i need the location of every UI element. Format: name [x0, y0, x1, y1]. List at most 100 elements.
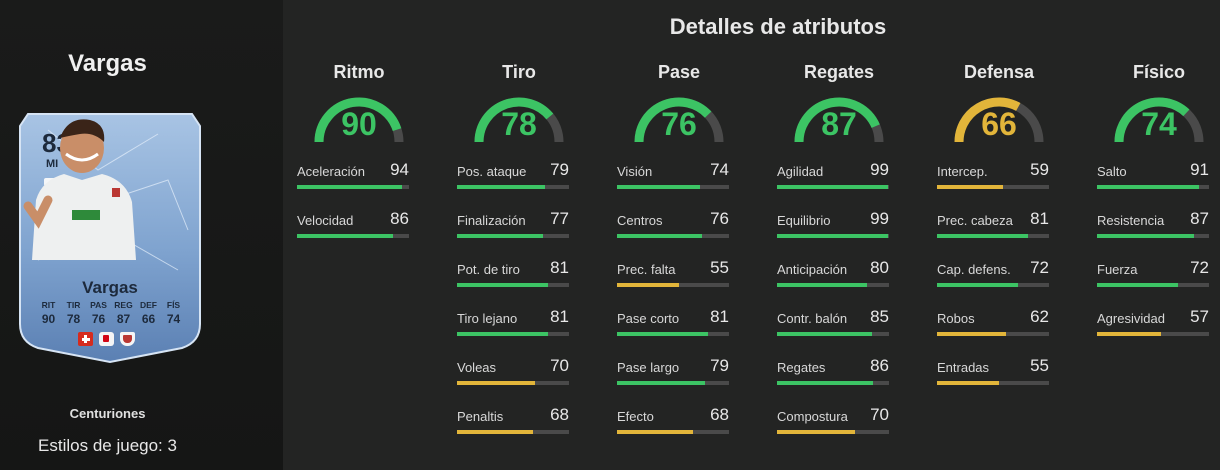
category-value: 78: [501, 106, 537, 142]
stat-bar: [457, 185, 569, 189]
attributes-title: Detalles de atributos: [669, 14, 887, 39]
stat-bar: [937, 381, 1049, 385]
stat-name: Pos. ataque: [457, 164, 527, 179]
player-name: Vargas: [68, 50, 147, 77]
stat-bar-fill: [937, 234, 1028, 238]
stat-row[interactable]: Penaltis 68: [457, 399, 569, 448]
category-gauge: 66: [949, 92, 1049, 148]
gauge-arc-icon: [954, 97, 1044, 143]
category-tiro: Tiro 78 Pos. ataque 79 Finalización 77 Pot. de…: [457, 62, 581, 448]
stat-name: Visión: [617, 164, 653, 179]
stat-bar-fill: [617, 283, 679, 287]
stat-row[interactable]: Aceleración 94: [297, 154, 409, 203]
stat-row[interactable]: Intercep. 59: [937, 154, 1049, 203]
stat-row[interactable]: Cap. defens. 72: [937, 252, 1049, 301]
stat-bar: [297, 234, 409, 238]
stat-bar-fill: [617, 430, 694, 434]
stat-row[interactable]: Centros 76: [617, 203, 729, 252]
stat-value: 55: [710, 258, 729, 277]
stat-row[interactable]: Resistencia 87: [1097, 203, 1209, 252]
category-name: Físico: [1132, 62, 1185, 82]
stat-value: 72: [1030, 258, 1049, 277]
stat-name: Regates: [777, 360, 826, 375]
stat-name: Intercep.: [937, 164, 988, 179]
stat-bar-fill: [457, 283, 548, 287]
stat-row[interactable]: Visión 74: [617, 154, 729, 203]
category-value: 74: [1141, 106, 1177, 142]
stat-bar: [457, 283, 569, 287]
stat-bar-fill: [617, 234, 703, 238]
category-name: Tiro: [502, 62, 536, 82]
stat-list: Agilidad 99 Equilibrio 99 Anticipación 80 Cont…: [777, 154, 901, 448]
category-defensa: Defensa 66 Intercep. 59 Prec. cabeza 81 Cap. d…: [937, 62, 1061, 399]
stat-name: Salto: [1097, 164, 1127, 179]
stat-bar: [1097, 185, 1209, 189]
stat-value: 86: [870, 356, 889, 375]
player-card[interactable]: 83 MI Vargas RIT 90 TIR 78 PAS 76 REG 87 DEF…: [18, 110, 202, 364]
stat-row[interactable]: Agresividad 57: [1097, 301, 1209, 350]
stat-bar-fill: [457, 381, 536, 385]
stat-row[interactable]: Agilidad 99: [777, 154, 889, 203]
stat-bar: [457, 332, 569, 336]
stat-name: Pot. de tiro: [457, 262, 520, 277]
stat-row[interactable]: Contr. balón 85: [777, 301, 889, 350]
card-stat-reg: REG 87: [114, 300, 133, 326]
stat-bar-fill: [617, 332, 708, 336]
stat-value: 99: [870, 209, 889, 228]
stat-row[interactable]: Equilibrio 99: [777, 203, 889, 252]
stat-bar-fill: [297, 234, 394, 238]
stat-row[interactable]: Regates 86: [777, 350, 889, 399]
stat-bar: [937, 332, 1049, 336]
stat-row[interactable]: Pot. de tiro 81: [457, 252, 569, 301]
stat-bar-fill: [937, 381, 999, 385]
stat-name: Centros: [617, 213, 663, 228]
stat-value: 70: [870, 405, 889, 424]
stat-row[interactable]: Robos 62: [937, 301, 1049, 350]
stat-row[interactable]: Prec. falta 55: [617, 252, 729, 301]
stat-row[interactable]: Entradas 55: [937, 350, 1049, 399]
category-fisico: Físico 74 Salto 91 Resistencia 87 Fuerza 72 Agre…: [1097, 62, 1220, 350]
stat-row[interactable]: Prec. cabeza 81: [937, 203, 1049, 252]
stat-row[interactable]: Anticipación 80: [777, 252, 889, 301]
stat-value: 85: [870, 307, 889, 326]
stat-bar-fill: [937, 185, 1004, 189]
stat-value: 79: [710, 356, 729, 375]
stat-row[interactable]: Compostura 70: [777, 399, 889, 448]
club-crest-icon: [120, 332, 135, 346]
stat-row[interactable]: Voleas 70: [457, 350, 569, 399]
stat-name: Contr. balón: [777, 311, 848, 326]
stat-row[interactable]: Velocidad 86: [297, 203, 409, 252]
category-name: Ritmo: [333, 62, 385, 82]
stat-name: Tiro lejano: [457, 311, 518, 326]
stat-name: Agilidad: [777, 164, 824, 179]
category-gauge: 90: [309, 92, 409, 148]
card-stat-rit: RIT 90: [41, 300, 56, 326]
stat-bar: [937, 234, 1049, 238]
stat-bar-fill: [777, 283, 867, 287]
playstyles-count[interactable]: Estilos de juego: 3: [38, 436, 177, 455]
stat-name: Aceleración: [297, 164, 365, 179]
stat-bar: [777, 283, 889, 287]
stat-name: Prec. falta: [617, 262, 676, 277]
stat-row[interactable]: Salto 91: [1097, 154, 1209, 203]
stat-bar-fill: [1097, 283, 1178, 287]
stat-value: 81: [710, 307, 729, 326]
stat-row[interactable]: Tiro lejano 81: [457, 301, 569, 350]
stat-row[interactable]: Pase largo 79: [617, 350, 729, 399]
stat-row[interactable]: Efecto 68: [617, 399, 729, 448]
stat-row[interactable]: Finalización 77: [457, 203, 569, 252]
stat-row[interactable]: Pase corto 81: [617, 301, 729, 350]
stat-bar: [937, 185, 1049, 189]
stat-value: 55: [1030, 356, 1049, 375]
stat-bar: [777, 381, 889, 385]
stat-bar: [617, 381, 729, 385]
stat-value: 79: [550, 160, 569, 179]
stat-row[interactable]: Pos. ataque 79: [457, 154, 569, 203]
stat-bar: [617, 234, 729, 238]
category-gauge: 74: [1109, 92, 1209, 148]
stat-row[interactable]: Fuerza 72: [1097, 252, 1209, 301]
stat-value: 86: [390, 209, 409, 228]
stat-bar: [457, 234, 569, 238]
card-position: MI: [46, 158, 59, 170]
gauge-arc-icon: [1114, 97, 1204, 143]
